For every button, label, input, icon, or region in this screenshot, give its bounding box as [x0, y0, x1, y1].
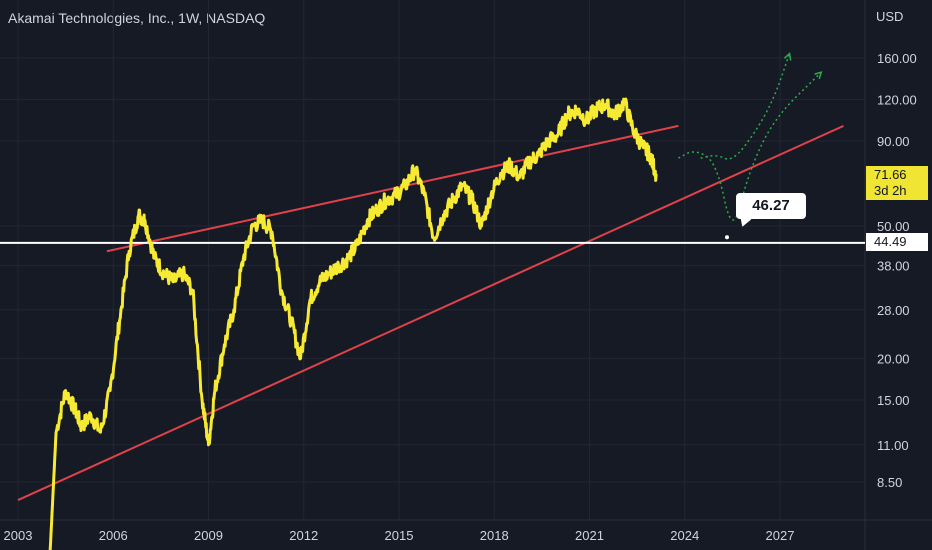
- level-price-badge: 44.49: [866, 233, 928, 251]
- price-callout[interactable]: 46.27: [736, 193, 806, 219]
- trend-line-lower: [17, 124, 844, 501]
- x-axis: 2003 2006 2009 2012 2015 2018 2021 2024 2027: [4, 528, 795, 543]
- bar-countdown: 3d 2h: [874, 183, 907, 198]
- projection-path: [678, 71, 822, 221]
- y-tick-label: 50.00: [877, 219, 910, 234]
- projection-path: [700, 53, 791, 160]
- x-tick-label: 2024: [670, 528, 699, 543]
- x-tick-label: 2006: [99, 528, 128, 543]
- x-tick-label: 2012: [289, 528, 318, 543]
- x-tick-label: 2027: [766, 528, 795, 543]
- last-price-badge: 71.66 3d 2h: [866, 166, 928, 200]
- y-tick-label: 11.00: [877, 438, 909, 453]
- y-tick-label: 90.00: [877, 134, 910, 149]
- x-tick-label: 2021: [575, 528, 604, 543]
- last-price-value: 71.66: [874, 167, 907, 182]
- y-tick-label: 20.00: [877, 351, 910, 366]
- x-tick-label: 2003: [4, 528, 33, 543]
- price-line: [48, 97, 658, 550]
- price-series: [48, 97, 658, 550]
- y-tick-label: 160.00: [877, 51, 917, 66]
- x-tick-label: 2018: [480, 528, 509, 543]
- currency-label: USD: [876, 9, 904, 24]
- y-tick-label: 15.00: [877, 393, 910, 408]
- trend-line-upper: [106, 124, 679, 253]
- projection-paths: [678, 52, 823, 240]
- y-tick-label: 120.00: [877, 93, 917, 108]
- x-tick-label: 2009: [194, 528, 223, 543]
- projection-arrow-head: [783, 52, 792, 61]
- projection-arrow-head: [814, 71, 823, 80]
- callout-anchor-dot: [725, 235, 729, 240]
- y-tick-label: 28.00: [877, 303, 910, 318]
- y-tick-label: 38.00: [877, 259, 910, 274]
- y-tick-label: 8.50: [877, 475, 902, 490]
- chart-title: Akamai Technologies, Inc., 1W, NASDAQ: [8, 10, 266, 26]
- x-tick-label: 2015: [385, 528, 414, 543]
- y-axis: 8.50 11.00 15.00 20.00 28.00 38.00 50.00 90.00 1…: [877, 51, 917, 490]
- trend-lines: [17, 124, 844, 501]
